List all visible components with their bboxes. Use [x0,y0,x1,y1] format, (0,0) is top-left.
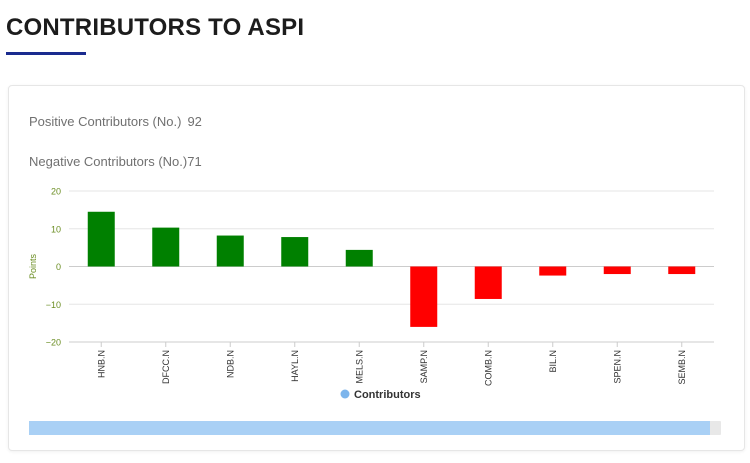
y-tick-label: −10 [46,300,61,310]
chart-scrollbar[interactable] [29,421,721,435]
y-tick-label: 20 [51,187,61,197]
x-tick-label: COMB.N [483,350,493,386]
bar [216,235,244,267]
positive-contributors-label: Positive Contributors (No.) [29,114,182,129]
y-tick-label: 10 [51,224,61,234]
y-tick-label: 0 [56,262,61,272]
contributors-chart: 20 10 0 −10 −20 Points HNB.N DFCC.N NDB.N HAYL.N M… [28,187,714,401]
bar [603,266,631,275]
bar [281,237,309,267]
chart-scrollbar-thumb[interactable] [29,421,710,435]
bar [474,266,502,299]
legend-label: Contributors [354,389,421,401]
y-axis-title: Points [28,253,38,279]
bar [410,266,438,327]
x-tick-label: HNB.N [96,350,106,378]
x-tick-label: BIL.N [548,350,558,373]
negative-contributors-label: Negative Contributors (No.) [29,154,188,169]
title-underline [6,52,86,55]
bar [152,227,180,267]
chart-card: Positive Contributors (No.) 92 Negative C… [8,85,745,451]
x-tick-label: MELS.N [354,350,364,384]
bar [345,249,373,267]
page-title: CONTRIBUTORS TO ASPI [6,14,305,41]
bar [539,266,567,276]
x-tick-label: NDB.N [225,350,235,378]
legend-marker [340,389,350,399]
bar [668,266,696,275]
positive-contributors-value: 92 [187,114,202,129]
positive-contributors-stat: Positive Contributors (No.) 92 [29,114,202,129]
negative-contributors-stat: Negative Contributors (No.)71 [29,154,202,169]
x-tick-label: SEMB.N [677,350,687,385]
bar [87,211,115,267]
x-tick-label: SAMP.N [419,350,429,383]
negative-contributors-value: 71 [187,154,202,169]
x-tick-label: HAYL.N [290,350,300,382]
x-tick-label: DFCC.N [161,350,171,384]
x-tick-label: SPEN.N [612,350,622,384]
y-tick-label: −20 [46,338,61,348]
